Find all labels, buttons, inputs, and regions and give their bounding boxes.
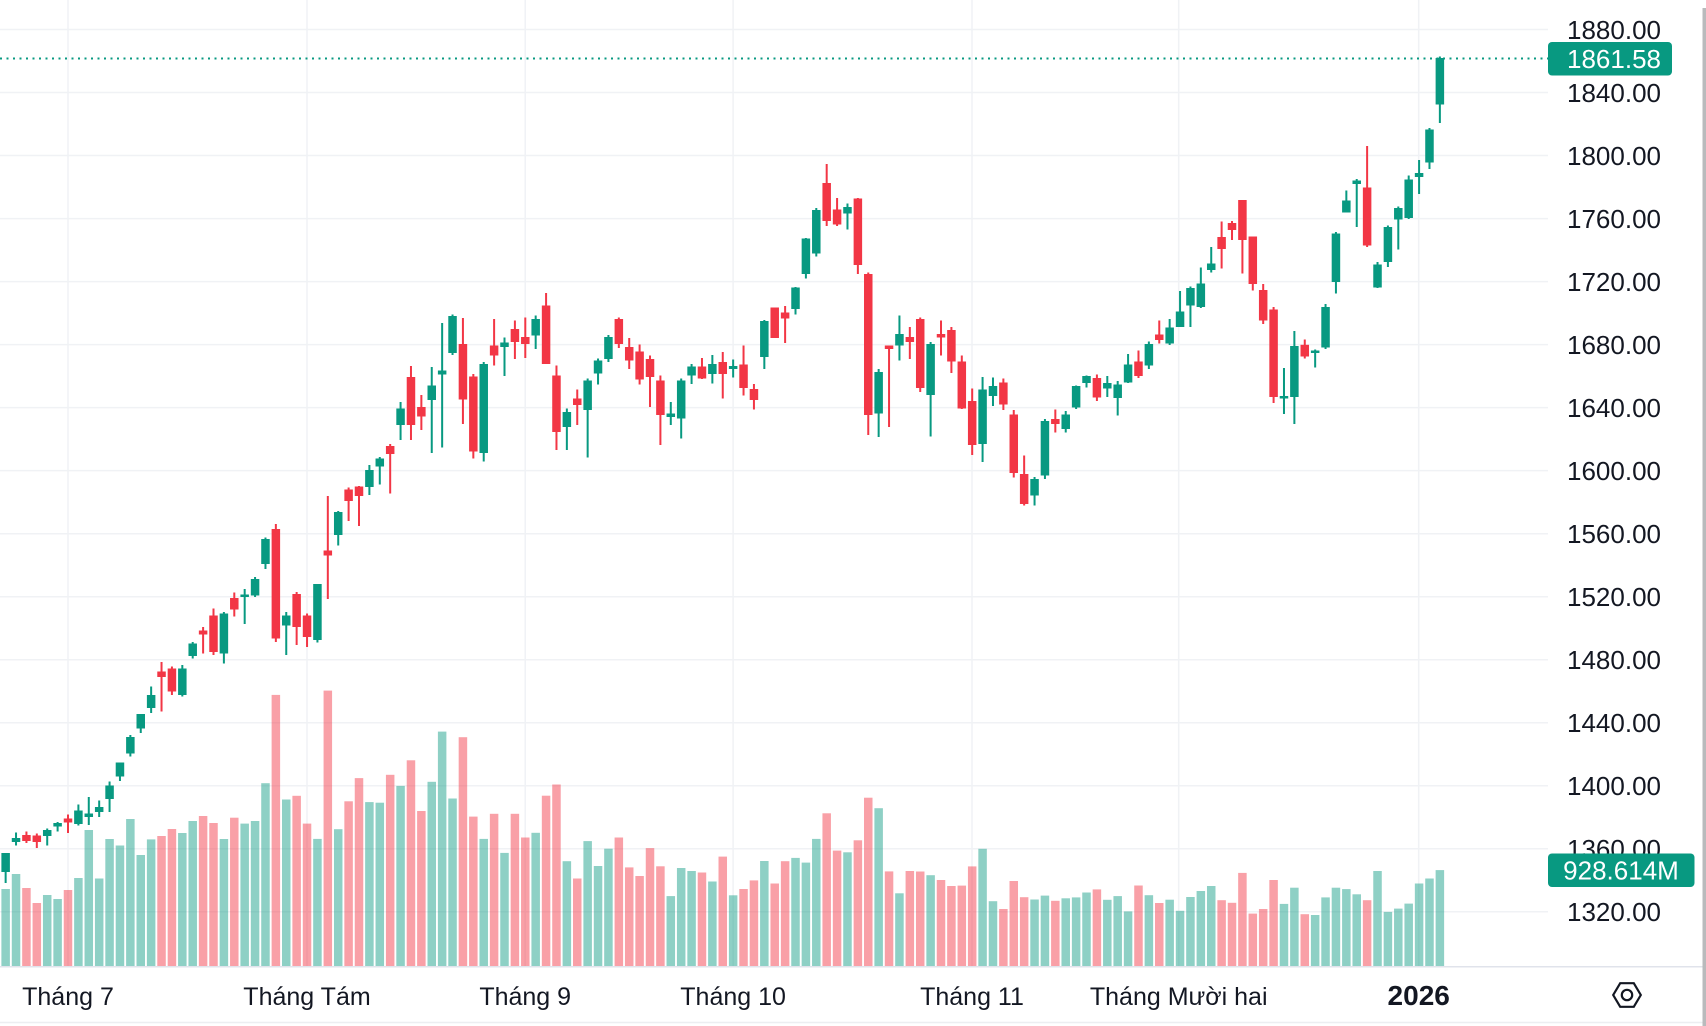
svg-text:Tháng 7: Tháng 7 xyxy=(22,983,114,1011)
svg-text:1560.00: 1560.00 xyxy=(1567,519,1661,549)
svg-text:Tháng 10: Tháng 10 xyxy=(680,983,786,1011)
svg-text:1320.00: 1320.00 xyxy=(1567,897,1661,927)
svg-text:1720.00: 1720.00 xyxy=(1567,267,1661,297)
svg-text:1480.00: 1480.00 xyxy=(1567,645,1661,675)
svg-text:928.614M: 928.614M xyxy=(1563,856,1679,886)
svg-text:1840.00: 1840.00 xyxy=(1567,78,1661,108)
svg-text:2026: 2026 xyxy=(1388,980,1450,1011)
svg-text:1440.00: 1440.00 xyxy=(1567,708,1661,738)
svg-text:1800.00: 1800.00 xyxy=(1567,141,1661,171)
svg-text:1861.58: 1861.58 xyxy=(1567,44,1661,74)
svg-text:Tháng Mười hai: Tháng Mười hai xyxy=(1090,983,1268,1011)
svg-text:Tháng 11: Tháng 11 xyxy=(920,983,1024,1011)
svg-text:1680.00: 1680.00 xyxy=(1567,330,1661,360)
svg-text:1760.00: 1760.00 xyxy=(1567,204,1661,234)
svg-text:1520.00: 1520.00 xyxy=(1567,582,1661,612)
svg-text:1400.00: 1400.00 xyxy=(1567,771,1661,801)
svg-text:1600.00: 1600.00 xyxy=(1567,456,1661,486)
svg-text:1880.00: 1880.00 xyxy=(1567,15,1661,45)
svg-text:Tháng 9: Tháng 9 xyxy=(479,983,571,1011)
svg-text:1640.00: 1640.00 xyxy=(1567,393,1661,423)
svg-text:Tháng Tám: Tháng Tám xyxy=(243,983,370,1011)
